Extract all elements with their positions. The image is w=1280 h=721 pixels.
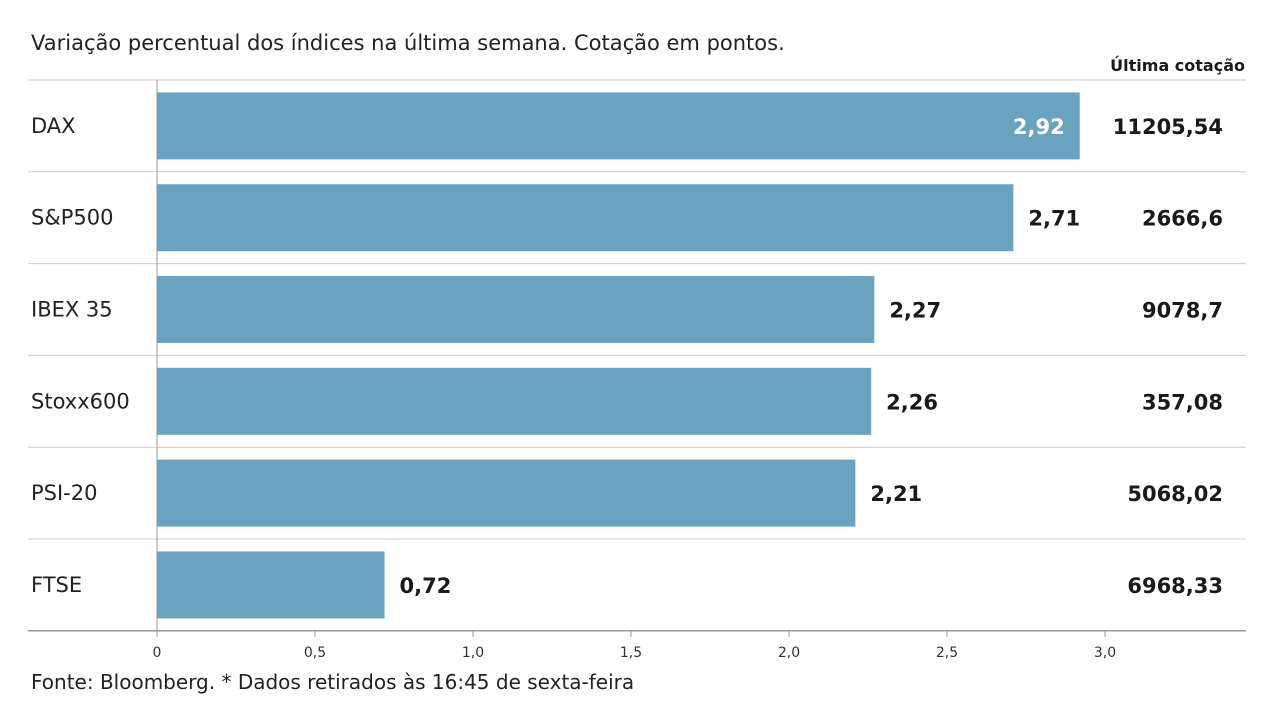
x-axis-ticks: 0 0,5 1,0 1,5 2,0 2,5 3,0 (153, 630, 1116, 661)
last-price-value: 357,08 (1142, 390, 1223, 414)
last-price-value: 5068,02 (1127, 482, 1223, 506)
category-label: DAX (31, 114, 76, 138)
tick-label: 1,0 (462, 645, 484, 661)
last-price-value: 6968,33 (1127, 574, 1223, 598)
bar (157, 459, 856, 527)
tick-label: 0,5 (304, 645, 326, 661)
tick-label: 2,5 (936, 645, 958, 661)
category-label: PSI-20 (31, 481, 98, 505)
category-label: IBEX 35 (31, 298, 113, 322)
tick-label: 3,0 (1094, 645, 1116, 661)
data-label: 2,27 (889, 299, 941, 323)
category-label: S&P500 (31, 206, 113, 230)
chart-subtitle: Variação percentual dos índices na últim… (31, 31, 785, 55)
bar (157, 367, 872, 435)
last-price-value: 11205,54 (1113, 115, 1223, 139)
tick-label: 1,5 (620, 645, 642, 661)
tick-label: 2,0 (778, 645, 800, 661)
data-label: 2,92 (1013, 115, 1065, 139)
data-label: 2,71 (1028, 207, 1080, 231)
last-price-column-header: Última cotação (1110, 56, 1245, 75)
bar (157, 551, 385, 619)
bar (157, 184, 1014, 252)
source-note: Fonte: Bloomberg. * Dados retirados às 1… (31, 670, 635, 694)
labels-group: DAX 2,92 11205,54 S&P500 2,71 2666,6 IBEX 35 2,… (31, 114, 1223, 598)
last-price-value: 9078,7 (1142, 299, 1223, 323)
last-price-value: 2666,6 (1142, 207, 1223, 231)
tick-label: 0 (153, 645, 162, 661)
bar (157, 92, 1080, 160)
category-label: Stoxx600 (31, 389, 130, 413)
bar (157, 276, 875, 343)
bars-group (157, 92, 1080, 619)
data-label: 2,21 (870, 482, 922, 506)
data-label: 0,72 (400, 574, 452, 598)
data-label: 2,26 (886, 390, 938, 414)
row-separators (28, 79, 1246, 632)
category-label: FTSE (31, 573, 82, 597)
